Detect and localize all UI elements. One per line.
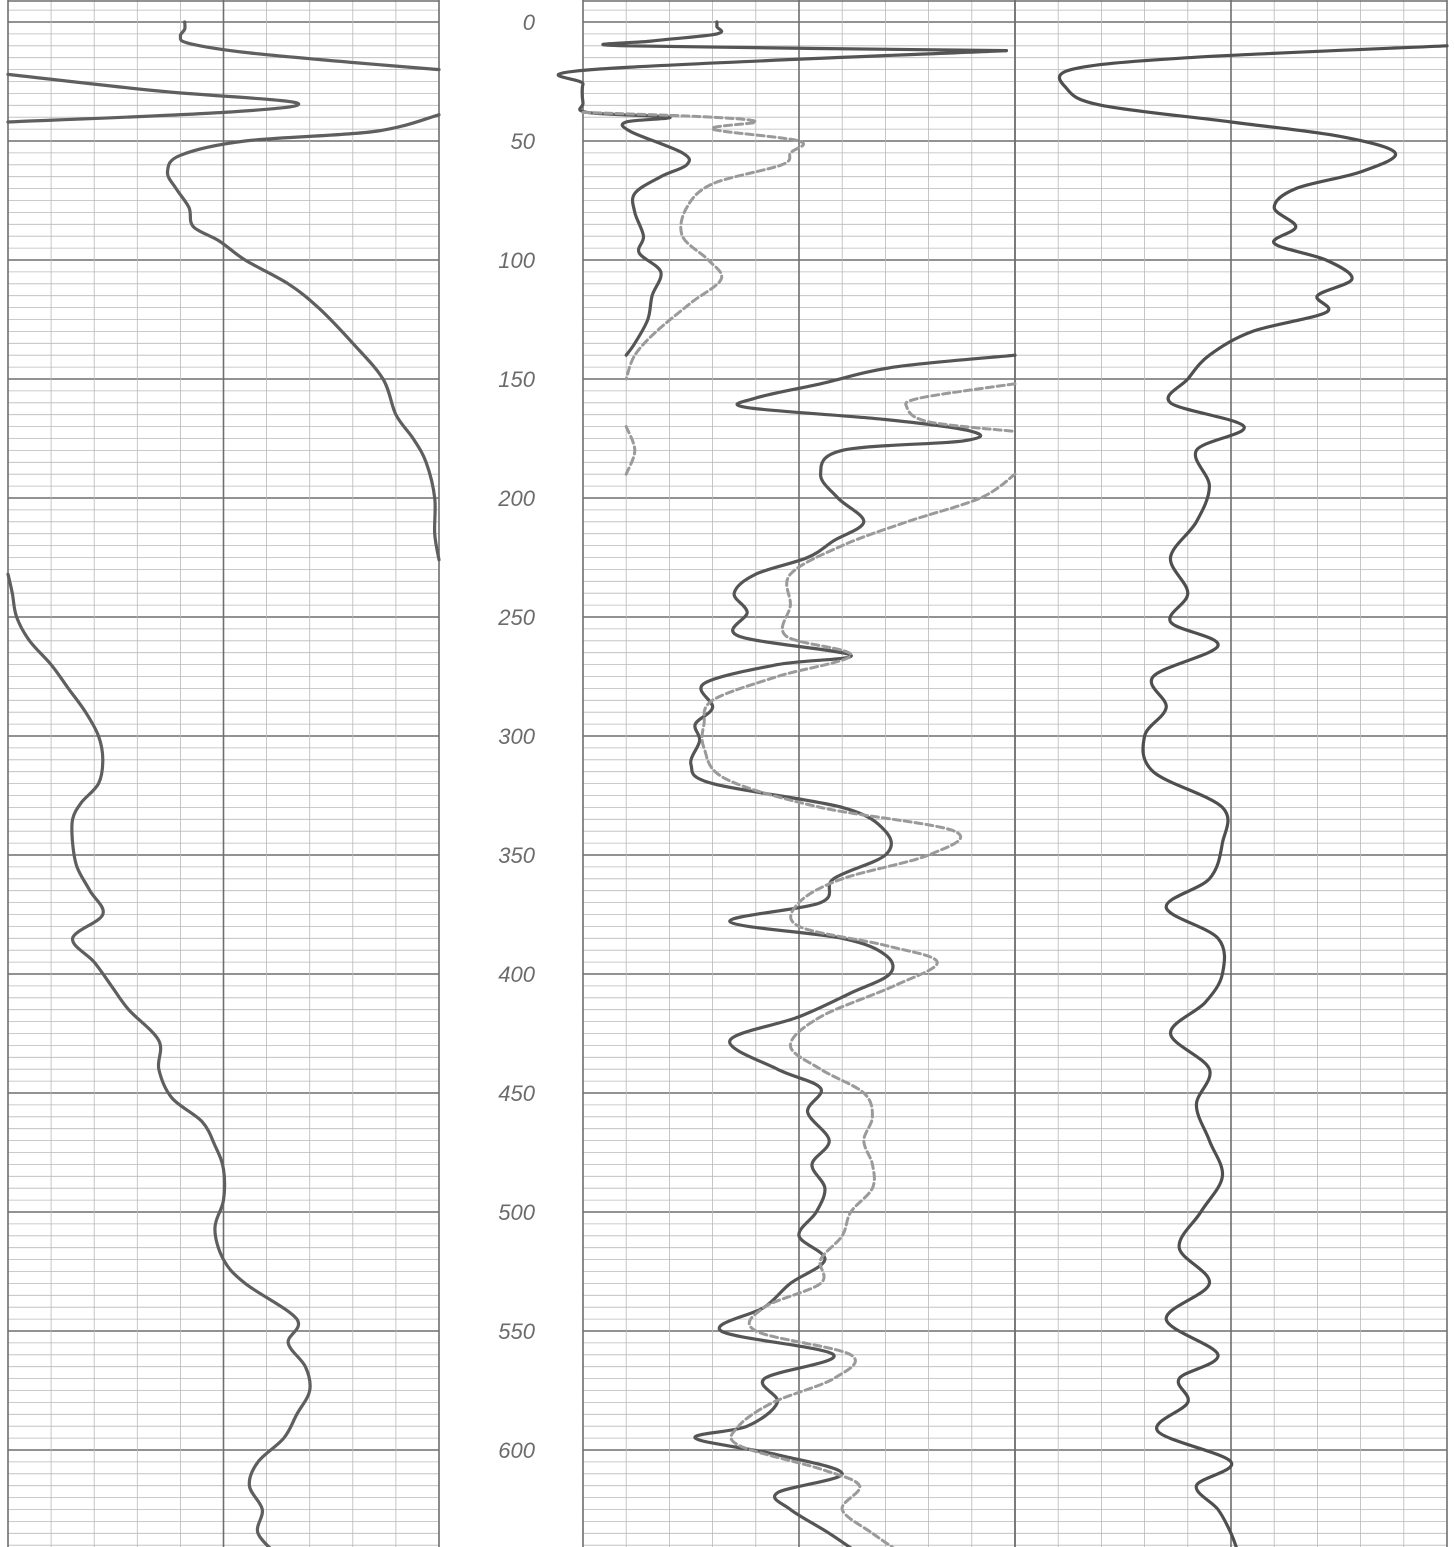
depth-tick-label-350: 350 [498, 843, 535, 868]
track-3-grid [1014, 0, 1448, 1547]
depth-tick-label-0: 0 [523, 10, 536, 35]
track-2-solid-curve-segment-2 [556, 49, 1008, 357]
depth-axis-labels: 0 50 100 150 200 250 300 350 400 450 500 550 600 [497, 10, 535, 1463]
depth-tick-label-500: 500 [498, 1200, 535, 1225]
track-2-solid-curve-segment-3 [689, 353, 1017, 1547]
track-2-dashed-curve-segment-2 [624, 425, 637, 476]
depth-tick-label-100: 100 [498, 248, 535, 273]
track-3-solid-curve-segment-1 [1057, 44, 1449, 1547]
curve-layer [6, 20, 1449, 1547]
depth-tick-label-250: 250 [497, 605, 535, 630]
depth-tick-label-450: 450 [498, 1081, 535, 1106]
depth-tick-label-50: 50 [511, 129, 536, 154]
depth-tick-label-200: 200 [497, 486, 535, 511]
grid-layer [7, 0, 1448, 1547]
depth-tick-label-400: 400 [498, 962, 535, 987]
track-1-solid-curve-segment-2 [6, 72, 301, 124]
track-2-dashed-curve-segment-1 [581, 110, 806, 381]
track-2-grid [582, 0, 1016, 1547]
depth-tick-label-600: 600 [498, 1438, 535, 1463]
depth-tick-label-550: 550 [498, 1319, 535, 1344]
track-2-solid-curve-segment-1 [601, 20, 1008, 53]
track-2-dashed-curve-segment-3 [904, 382, 1017, 433]
track-1-grid [7, 0, 440, 1547]
track-1-solid-curve-segment-1 [178, 20, 441, 72]
depth-tick-label-150: 150 [498, 367, 535, 392]
track-1-solid-curve-segment-3 [165, 113, 441, 562]
track-1-solid-curve-segment-4 [6, 572, 312, 1547]
depth-tick-label-300: 300 [498, 724, 535, 749]
track-2-dashed-curve-segment-4 [700, 472, 1017, 1547]
